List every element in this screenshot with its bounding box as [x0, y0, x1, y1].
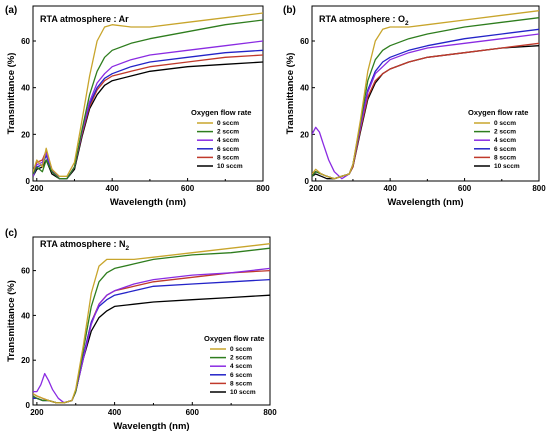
- x-tick-label: 600: [186, 408, 200, 417]
- legend-title: Oxygen flow rate: [191, 108, 251, 117]
- legend-entry: 6 sccm: [217, 146, 239, 153]
- panel-label: (b): [283, 5, 296, 16]
- legend-entry: 4 sccm: [494, 137, 516, 144]
- chart-title: RTA atmosphere : O2: [319, 14, 409, 27]
- chart-title-main: RTA atmosphere : O: [319, 14, 405, 24]
- legend-entry: 10 sccm: [494, 163, 520, 170]
- x-tick-label: 800: [263, 408, 277, 417]
- x-axis-label: Wavelength (nm): [110, 197, 186, 208]
- series-group: [312, 10, 539, 180]
- series-line-4-sccm: [312, 33, 539, 180]
- legend-entry: 0 sccm: [230, 346, 252, 353]
- legend-entry: 8 sccm: [230, 380, 252, 387]
- panel-label: (a): [5, 5, 17, 16]
- legend-entry: 10 sccm: [217, 163, 243, 170]
- y-tick-label: 40: [300, 84, 309, 93]
- y-tick-label: 40: [21, 84, 30, 93]
- y-tick-label: 60: [21, 37, 30, 46]
- legend-entry: 4 sccm: [217, 137, 239, 144]
- x-tick-label: 200: [30, 184, 44, 193]
- y-tick-label: 0: [305, 177, 310, 186]
- legend-entry: 2 sccm: [217, 129, 239, 136]
- legend-entry: 2 sccm: [230, 355, 252, 362]
- x-tick-label: 800: [256, 184, 270, 193]
- y-axis-label: Transmittance (%): [6, 280, 17, 362]
- legend-entry: 8 sccm: [494, 154, 516, 161]
- x-tick-label: 800: [532, 184, 546, 193]
- legend-entry: 10 sccm: [230, 389, 256, 396]
- panel-c: (c) RTA atmosphere : N2 200 400 600 800 0 20 40 6…: [5, 228, 277, 432]
- plot-frame: [32, 5, 264, 182]
- legend-entry: 0 sccm: [217, 120, 239, 127]
- x-tick-label: 400: [106, 184, 120, 193]
- y-tick-label: 0: [26, 401, 31, 410]
- series-line-2-sccm: [33, 19, 263, 180]
- y-tick-label: 0: [26, 177, 31, 186]
- series-group: [33, 243, 270, 404]
- chart-title: RTA atmosphere : N2: [40, 239, 130, 252]
- plot-frame: [32, 236, 271, 406]
- legend-title: Oxygen flow rate: [204, 334, 264, 343]
- y-tick-label: 60: [300, 37, 309, 46]
- y-axis-label: Transmittance (%): [285, 53, 296, 135]
- legend-entry: 8 sccm: [217, 154, 239, 161]
- x-tick-label: 400: [383, 184, 397, 193]
- x-tick-label: 600: [458, 184, 472, 193]
- chart-title-subscript: 2: [126, 245, 130, 252]
- x-axis-label: Wavelength (nm): [113, 421, 189, 432]
- panel-label: (c): [5, 228, 17, 239]
- y-axis-label: Transmittance (%): [6, 53, 17, 135]
- series-group: [33, 12, 263, 180]
- panel-b: (b) RTA atmosphere : O2 200 400 600 800 0 20 40 6…: [283, 5, 546, 208]
- legend-entry: 6 sccm: [230, 372, 252, 379]
- legend-title: Oxygen flow rate: [468, 108, 528, 117]
- x-axis-label: Wavelength (nm): [387, 197, 463, 208]
- series-line-0-sccm: [33, 12, 263, 177]
- series-line-0-sccm: [33, 243, 270, 404]
- y-tick-label: 60: [21, 267, 30, 276]
- y-tick-label: 20: [21, 356, 30, 365]
- series-line-0-sccm: [312, 10, 539, 180]
- y-tick-label: 40: [21, 311, 30, 320]
- y-tick-label: 20: [21, 130, 30, 139]
- chart-title-main: RTA atmosphere : Ar: [40, 14, 129, 24]
- legend-entry: 4 sccm: [230, 363, 252, 370]
- chart-title-subscript: 2: [405, 20, 409, 27]
- legend-entry: 0 sccm: [494, 120, 516, 127]
- series-line-4-sccm: [33, 267, 270, 404]
- chart-title: RTA atmosphere : Ar: [40, 14, 129, 24]
- chart-title-main: RTA atmosphere : N: [40, 239, 126, 249]
- plot-frame: [311, 5, 540, 182]
- x-tick-label: 400: [108, 408, 122, 417]
- panel-a: (a) RTA atmosphere : Ar 200 400 600 800 0 20 40 6…: [5, 5, 270, 208]
- x-tick-label: 200: [309, 184, 323, 193]
- x-tick-label: 200: [30, 408, 44, 417]
- y-tick-label: 20: [300, 130, 309, 139]
- x-tick-label: 600: [181, 184, 195, 193]
- legend-entry: 2 sccm: [494, 129, 516, 136]
- legend-entry: 6 sccm: [494, 146, 516, 153]
